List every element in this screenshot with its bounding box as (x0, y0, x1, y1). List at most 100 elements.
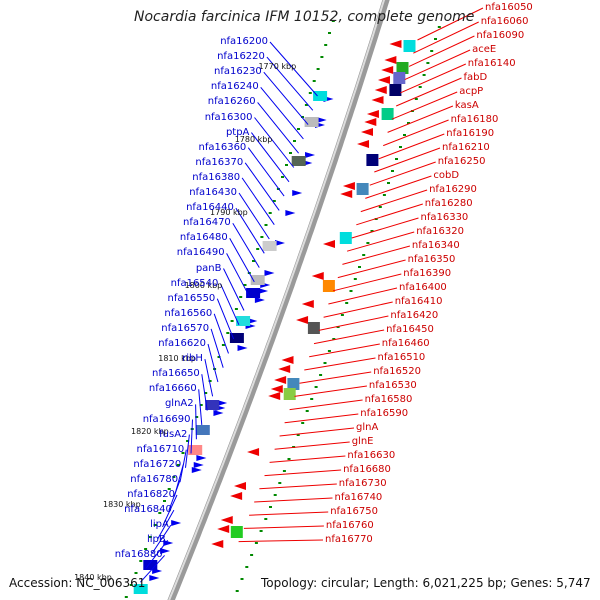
scale-tick (382, 194, 386, 196)
map-title: Nocardia farcinica IFM 10152, complete g… (134, 9, 475, 25)
scale-tick (176, 464, 180, 466)
forward-gene-label: nfa16560 (164, 307, 213, 319)
scale-tick (349, 290, 353, 292)
scale-tick (301, 116, 304, 118)
scale-tick (387, 182, 390, 184)
gene-block (133, 584, 148, 594)
scale-tick (268, 212, 272, 214)
forward-gene-label: nfa16710 (136, 443, 185, 455)
reverse-gene-arrow (281, 356, 294, 364)
reverse-gene-leader (396, 77, 462, 107)
reverse-gene-leader (284, 413, 359, 424)
accession-text: Accession: NC_006361 (9, 576, 146, 590)
forward-gene-arrow (316, 117, 327, 123)
reverse-gene-arrow (233, 482, 246, 490)
scale-tick (403, 134, 406, 136)
gene-block (195, 425, 210, 435)
gene-block (188, 445, 203, 455)
reverse-gene-leader (408, 35, 475, 67)
scale-tick (362, 254, 366, 256)
forward-gene-leader (198, 389, 203, 425)
scale-tick (153, 524, 157, 526)
scale-tick (399, 146, 402, 148)
reverse-gene-leader (328, 287, 398, 305)
reverse-gene-label: nfa16680 (343, 464, 391, 475)
forward-gene-arrow (217, 400, 228, 406)
reverse-gene-label: nfa16050 (485, 2, 533, 13)
scale-tick (282, 470, 286, 472)
forward-gene-leader (162, 494, 178, 526)
scale-tick (332, 338, 336, 340)
scale-label: 1770 kbp (258, 62, 297, 71)
scale-tick (434, 38, 437, 40)
forward-gene-label: ptpA (225, 126, 250, 138)
scale-tick (250, 554, 254, 556)
reverse-gene-label: nfa16730 (338, 478, 387, 489)
scale-tick (422, 74, 426, 76)
reverse-gene-leader (309, 343, 380, 358)
scale-tick (310, 398, 314, 400)
reverse-gene-label: nfa16770 (325, 534, 373, 545)
reverse-gene-leader (318, 315, 389, 331)
scale-tick (312, 80, 316, 82)
reverse-gene-leader (313, 329, 385, 345)
forward-gene-arrow (274, 240, 285, 246)
scale-tick (148, 536, 152, 538)
reverse-gene-leader (404, 49, 471, 81)
forward-gene-label: nfa16220 (217, 51, 265, 63)
reverse-gene-label: nfa16740 (334, 492, 383, 503)
forward-gene-leader (241, 177, 275, 225)
scale-tick (239, 296, 243, 298)
reverse-gene-leader (337, 259, 406, 279)
reverse-gene-label: aceE (472, 44, 497, 55)
scale-tick (252, 260, 255, 262)
scale-tick (305, 410, 309, 412)
forward-gene-arrow (163, 540, 174, 546)
scale-tick (163, 500, 166, 502)
scale-tick (204, 392, 208, 394)
scale-tick (217, 356, 221, 358)
scale-tick (264, 224, 268, 226)
reverse-gene-leader (360, 189, 428, 213)
scale-tick (269, 506, 272, 508)
forward-gene-label: nfa16380 (192, 171, 241, 183)
forward-gene-label: panB (195, 262, 222, 274)
forward-gene-leader (269, 41, 318, 97)
scale-tick (297, 128, 300, 130)
reverse-gene-leader (400, 63, 467, 94)
scale-tick (124, 596, 128, 598)
scale-tick (324, 44, 328, 46)
scale-tick (240, 578, 244, 580)
scale-tick (304, 104, 308, 106)
reverse-gene-label: nfa16460 (381, 338, 430, 349)
forward-gene-leader (151, 524, 172, 554)
forward-gene-arrow (258, 288, 269, 294)
reverse-gene-label: nfa16340 (411, 240, 460, 251)
scale-tick (370, 230, 374, 232)
reverse-gene-arrow (230, 492, 243, 500)
reverse-gene-label: nfa16630 (347, 450, 396, 461)
scale-tick (391, 170, 394, 172)
forward-gene-leader (185, 434, 190, 468)
forward-gene-label: nfa16880 (114, 549, 163, 561)
forward-gene-arrow (292, 190, 303, 196)
reverse-gene-label: fabD (463, 72, 488, 83)
scale-tick (260, 236, 264, 238)
reverse-gene-arrow (366, 110, 379, 118)
forward-gene-label: nfa16470 (183, 217, 231, 229)
forward-gene-label: nfa16260 (207, 96, 256, 108)
reverse-gene-arrow (211, 540, 224, 548)
reverse-gene-leader (269, 455, 346, 463)
scale-tick (345, 302, 349, 304)
reverse-gene-label: kasA (454, 100, 479, 111)
reverse-gene-leader (323, 301, 393, 318)
scale-tick (395, 158, 398, 160)
forward-gene-leader (263, 71, 309, 125)
scale-tick (323, 362, 327, 364)
scale-tick (418, 86, 422, 88)
forward-gene-arrow (237, 345, 248, 351)
gene-block (143, 560, 158, 570)
forward-gene-leader (257, 102, 299, 154)
forward-gene-leader (238, 192, 270, 240)
